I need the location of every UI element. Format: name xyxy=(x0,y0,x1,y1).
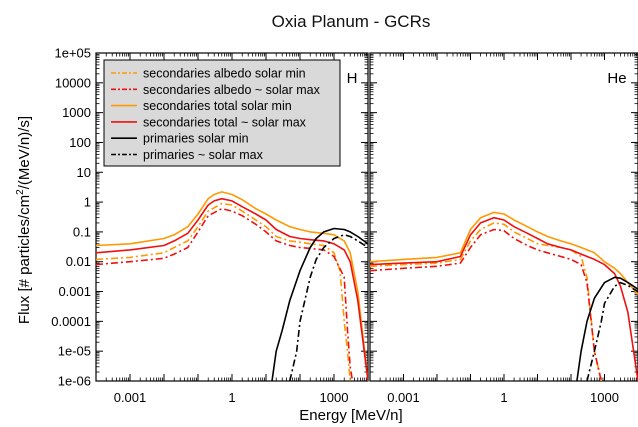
series-line xyxy=(370,228,603,381)
y-tick-label: 10000 xyxy=(55,75,91,90)
legend-label: secondaries total solar min xyxy=(143,99,292,113)
y-tick-label: 1e-06 xyxy=(58,374,91,389)
x-tick-label: 1000 xyxy=(320,390,349,405)
x-tick-label: 1 xyxy=(500,390,507,405)
y-axis-label: Flux [# particles/cm2/(MeV/n)/s] xyxy=(15,116,33,324)
series-line xyxy=(96,202,351,381)
x-tick-label: 1000 xyxy=(590,390,619,405)
series-line xyxy=(370,216,638,381)
y-tick-label: 1e+05 xyxy=(54,46,91,61)
panel-he: 0.001 1 1000 He xyxy=(369,52,638,405)
legend-box xyxy=(103,59,341,167)
y-tick-label: 100 xyxy=(69,135,91,150)
y-tick-label: 10 xyxy=(77,165,91,180)
series-line xyxy=(96,197,368,381)
x-tick-label: 0.001 xyxy=(114,390,147,405)
legend-label: secondaries total ~ solar max xyxy=(143,115,307,129)
panel-label: H xyxy=(347,70,358,87)
series-line xyxy=(586,281,638,381)
panel-label: He xyxy=(607,70,626,87)
series-line xyxy=(96,191,368,381)
x-tick-label: 1 xyxy=(228,390,235,405)
series-line xyxy=(576,276,638,381)
y-tick-label: 0.1 xyxy=(73,224,91,239)
series-line xyxy=(370,222,603,381)
legend-label: primaries ~ solar max xyxy=(143,148,264,162)
y-tick-label: 0.001 xyxy=(58,284,91,299)
legend-label: secondaries albedo ~ solar max xyxy=(143,83,321,97)
y-tick-label: 0.01 xyxy=(66,254,91,269)
svg-text:Flux [# particles/cm2/(MeV/n)/: Flux [# particles/cm2/(MeV/n)/s] xyxy=(15,116,33,324)
plot-frame xyxy=(369,52,638,382)
chart-title: Oxia Planum - GCRs xyxy=(272,12,431,31)
legend: secondaries albedo solar min secondaries … xyxy=(103,59,341,167)
x-axis-label: Energy [MeV/n] xyxy=(299,407,402,424)
y-tick-label: 1 xyxy=(84,195,91,210)
x-tick-label: 0.001 xyxy=(387,390,420,405)
series-line xyxy=(370,211,638,295)
y-tick-label: 1e-05 xyxy=(58,344,91,359)
series-line xyxy=(271,227,368,381)
series-line xyxy=(96,207,354,381)
y-tick-label: 0.0001 xyxy=(51,314,91,329)
series-line xyxy=(289,234,368,381)
legend-label: primaries solar min xyxy=(143,132,249,146)
panel-h: 1e-061e-050.00010.0010.010.1110100100010… xyxy=(51,46,369,405)
y-tick-label: 1000 xyxy=(62,105,91,120)
legend-label: secondaries albedo solar min xyxy=(143,67,306,81)
